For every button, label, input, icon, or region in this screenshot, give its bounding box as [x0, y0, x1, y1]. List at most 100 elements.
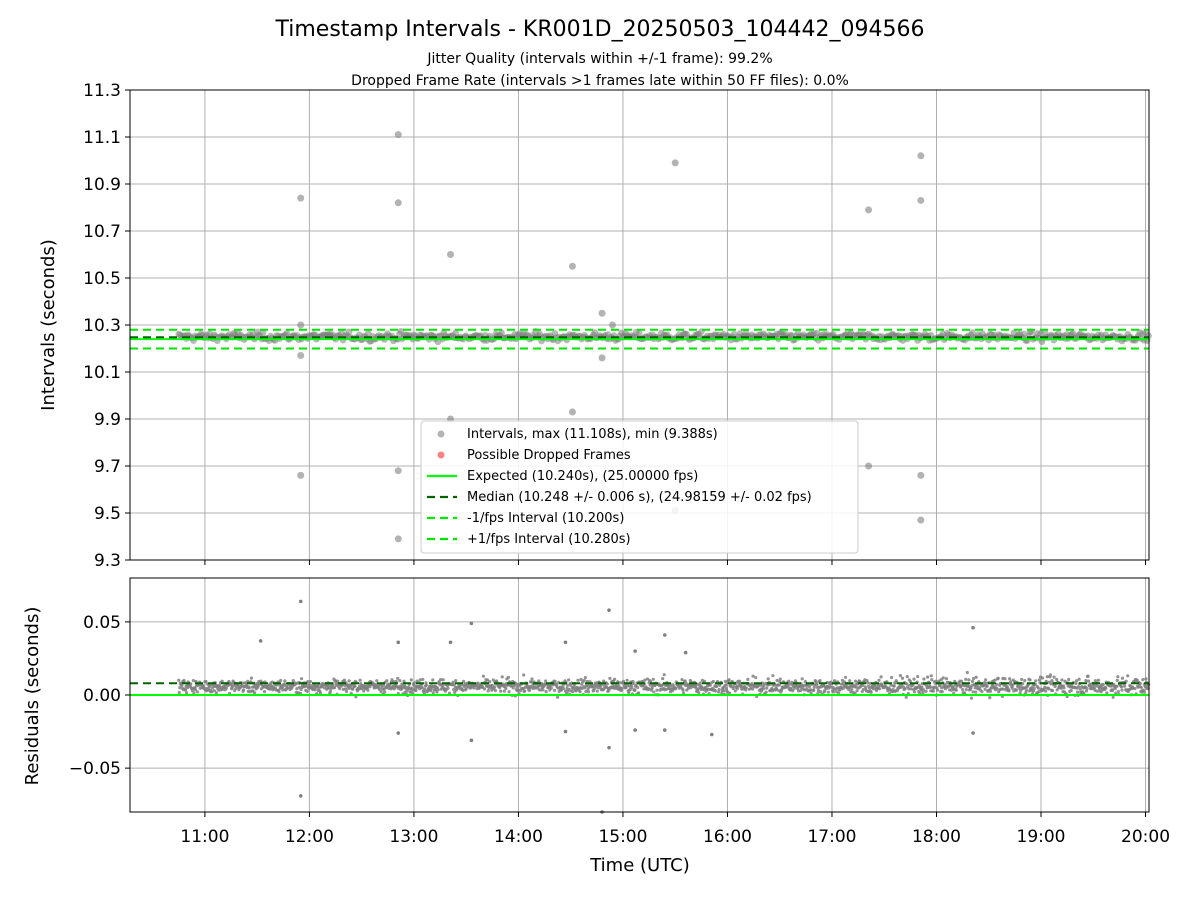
residual-point [920, 685, 924, 689]
residual-point [918, 691, 922, 695]
residual-point [818, 679, 822, 683]
residual-point [412, 683, 416, 688]
residual-point [595, 689, 599, 693]
residual-point [1120, 676, 1125, 680]
residual-point [195, 690, 200, 694]
residual-point [291, 679, 295, 683]
residual-point [256, 684, 260, 688]
residual-point [912, 677, 916, 681]
residual-point [342, 678, 347, 682]
residual-point [630, 685, 634, 690]
residual-point [316, 684, 320, 688]
residual-point [988, 696, 992, 700]
residual-point [506, 675, 511, 679]
residual-point [527, 688, 532, 693]
residual-point [1116, 689, 1120, 694]
residual-point [1050, 688, 1055, 693]
residual-point [502, 689, 506, 693]
residual-outlier-point [563, 729, 568, 734]
residual-point [775, 678, 779, 683]
interval-point [345, 328, 353, 336]
residual-outlier-point [633, 649, 637, 653]
residual-point [900, 676, 905, 680]
residual-point [732, 684, 736, 689]
legend-label-minus-fps: -1/fps Interval (10.200s) [467, 511, 624, 526]
residual-outlier-point [709, 732, 714, 737]
residual-point [750, 687, 755, 691]
residual-point [438, 678, 443, 682]
residual-point [1086, 679, 1091, 683]
residual-point [702, 679, 707, 683]
residual-point [279, 678, 283, 683]
residual-point [967, 678, 971, 682]
residual-point [965, 670, 969, 675]
residual-point [343, 687, 348, 691]
x-tick-label: 17:00 [807, 827, 856, 847]
residual-point [674, 687, 678, 691]
residual-point [723, 679, 727, 683]
interval-outlier-point [598, 309, 606, 317]
residual-point [951, 685, 955, 689]
residual-point [1001, 687, 1005, 691]
legend: Intervals, max (11.108s), min (9.388s) P… [420, 420, 859, 554]
residual-point [643, 678, 647, 682]
residual-point [891, 687, 895, 692]
residual-point [530, 677, 534, 681]
residual-point [422, 691, 426, 695]
residual-point [549, 686, 553, 690]
residual-point [729, 685, 733, 689]
interval-outlier-point [917, 516, 925, 524]
residual-outlier-point [607, 608, 611, 612]
legend-label-median: Median (10.248 +/- 0.006 s), (24.98159 +… [467, 490, 812, 505]
residual-point [504, 686, 508, 691]
residual-point [1101, 682, 1105, 686]
residual-point [576, 678, 580, 682]
residual-point [935, 688, 940, 692]
residual-point [912, 690, 917, 694]
residual-point [249, 676, 254, 680]
residual-point [1077, 685, 1081, 689]
legend-marker-dropped [437, 451, 445, 459]
residual-point [1123, 684, 1127, 688]
residual-point [651, 677, 655, 681]
residual-point [1020, 677, 1024, 682]
interval-point [452, 329, 459, 337]
residual-point [1077, 677, 1081, 681]
residual-point [1082, 691, 1086, 695]
residual-point [681, 688, 685, 692]
residual-point [975, 683, 979, 688]
residual-point [778, 677, 782, 681]
residual-point [431, 678, 435, 682]
residual-point [579, 677, 583, 682]
residual-point [921, 691, 925, 695]
residual-point [818, 690, 823, 694]
residual-point [247, 686, 251, 690]
x-tick-label: 20:00 [1121, 827, 1170, 847]
residual-point [898, 674, 903, 678]
residual-point [1045, 675, 1049, 679]
residual-point [983, 687, 987, 691]
residual-point [905, 675, 909, 679]
residual-point [944, 677, 949, 681]
residual-point [889, 683, 893, 687]
residual-point [848, 679, 852, 683]
residual-point [683, 679, 687, 683]
residual-point [544, 679, 548, 683]
residual-point [733, 689, 737, 693]
residual-point [561, 686, 565, 691]
residual-outlier-point [258, 639, 263, 643]
residual-point [671, 683, 675, 687]
residual-point [828, 685, 833, 689]
residual-point [892, 684, 896, 688]
residual-point [453, 690, 457, 694]
residual-point [1105, 691, 1109, 695]
interval-point [498, 329, 505, 336]
residual-point [177, 678, 181, 682]
residual-point [929, 674, 933, 678]
residual-point [454, 679, 458, 683]
residual-point [646, 687, 651, 691]
residual-point [973, 686, 977, 690]
top-y-tick-label: 11.3 [83, 81, 121, 101]
residual-point [578, 690, 582, 694]
residual-point [571, 690, 575, 694]
